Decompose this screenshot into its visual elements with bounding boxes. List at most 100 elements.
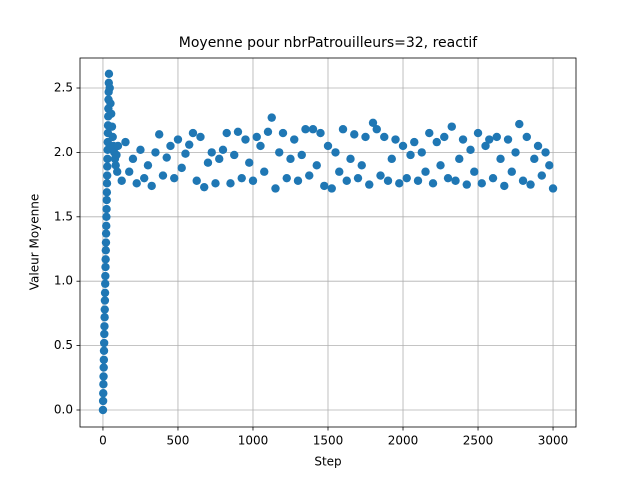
point	[425, 128, 434, 138]
point	[511, 148, 520, 157]
point	[103, 162, 112, 171]
point	[106, 99, 115, 108]
point	[488, 173, 498, 183]
point	[413, 176, 423, 185]
point	[113, 167, 122, 176]
point	[151, 148, 160, 157]
point	[263, 127, 273, 136]
point	[462, 180, 471, 189]
point	[170, 173, 179, 183]
point	[158, 171, 168, 180]
point	[166, 141, 175, 151]
point	[100, 322, 109, 331]
point	[99, 389, 108, 398]
point	[143, 161, 153, 170]
point	[342, 176, 351, 185]
point	[98, 396, 108, 406]
point	[267, 113, 276, 122]
point	[117, 176, 126, 185]
point	[301, 125, 310, 134]
point	[436, 161, 445, 170]
point	[102, 212, 111, 222]
point	[237, 173, 246, 183]
y-tick-label: 2.0	[54, 145, 73, 159]
point	[104, 69, 114, 79]
point	[147, 181, 156, 191]
point	[132, 179, 141, 188]
point	[353, 173, 363, 183]
point	[107, 122, 117, 131]
point	[100, 296, 110, 305]
point	[548, 184, 558, 193]
point	[256, 141, 265, 151]
point	[162, 153, 171, 162]
point	[275, 148, 284, 157]
point	[107, 109, 116, 118]
point	[271, 184, 280, 193]
point	[428, 179, 438, 188]
point	[526, 180, 535, 189]
point	[245, 158, 254, 167]
point	[125, 167, 134, 176]
y-tick-label: 2.5	[54, 81, 73, 95]
x-tick-label: 1500	[313, 434, 344, 448]
point	[102, 171, 112, 180]
point	[99, 380, 108, 389]
point	[111, 161, 120, 170]
point	[308, 125, 318, 134]
point	[248, 176, 258, 185]
point	[383, 176, 393, 185]
point	[372, 125, 381, 134]
point	[410, 137, 419, 147]
point	[541, 148, 550, 157]
point	[500, 181, 509, 191]
point	[113, 141, 123, 151]
point	[331, 148, 340, 157]
point	[101, 255, 110, 264]
point	[99, 346, 109, 355]
points	[98, 69, 558, 415]
point	[128, 154, 138, 164]
point	[458, 135, 468, 144]
point	[105, 83, 114, 93]
point	[350, 130, 359, 139]
y-axis-label: Valeur Moyenne	[28, 194, 42, 290]
point	[361, 132, 370, 142]
point	[323, 141, 333, 151]
point	[357, 161, 366, 170]
point	[316, 128, 325, 138]
point	[522, 132, 531, 142]
y-tick-label: 0.0	[54, 402, 73, 416]
point	[545, 161, 554, 170]
point	[533, 141, 543, 151]
point	[121, 137, 130, 147]
point	[451, 176, 460, 185]
point	[101, 262, 110, 272]
point	[368, 118, 378, 127]
x-axis-label: Step	[314, 455, 341, 469]
point	[518, 176, 528, 185]
point	[102, 195, 111, 205]
chart-title: Moyenne pour nbrPatrouilleurs=32, reacti…	[179, 35, 479, 51]
point	[391, 135, 400, 144]
point	[102, 188, 112, 197]
point	[155, 130, 164, 139]
point	[252, 132, 261, 142]
point	[112, 150, 121, 160]
point	[230, 150, 239, 160]
point	[233, 127, 243, 136]
point	[473, 128, 483, 138]
point	[211, 179, 220, 188]
point	[108, 132, 117, 142]
point	[218, 145, 228, 155]
point	[293, 176, 303, 185]
point	[290, 135, 299, 144]
point	[466, 145, 475, 155]
point	[338, 125, 348, 134]
point	[207, 148, 216, 157]
point	[101, 279, 110, 288]
point	[102, 221, 111, 231]
point	[101, 246, 111, 255]
x-tick-label: 2000	[388, 434, 419, 448]
